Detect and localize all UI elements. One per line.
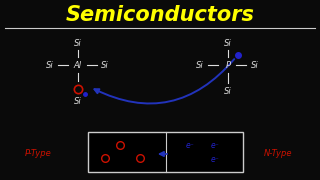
Text: Si: Si bbox=[74, 98, 82, 107]
Text: Si: Si bbox=[224, 87, 232, 96]
FancyArrowPatch shape bbox=[94, 59, 234, 103]
Text: Si: Si bbox=[74, 39, 82, 48]
Text: e⁻: e⁻ bbox=[211, 141, 220, 150]
Text: e⁻: e⁻ bbox=[211, 156, 220, 165]
Text: P: P bbox=[226, 60, 230, 69]
Text: Si: Si bbox=[196, 60, 204, 69]
Text: Si: Si bbox=[101, 60, 109, 69]
Text: e⁻: e⁻ bbox=[186, 141, 194, 150]
Text: Si: Si bbox=[224, 39, 232, 48]
Text: N-Type: N-Type bbox=[264, 150, 292, 159]
Text: Si: Si bbox=[46, 60, 54, 69]
Text: Si: Si bbox=[251, 60, 259, 69]
Bar bbox=[88, 132, 243, 172]
Text: Al: Al bbox=[74, 60, 82, 69]
Text: Semiconductors: Semiconductors bbox=[66, 5, 254, 25]
Text: P-Type: P-Type bbox=[25, 150, 52, 159]
